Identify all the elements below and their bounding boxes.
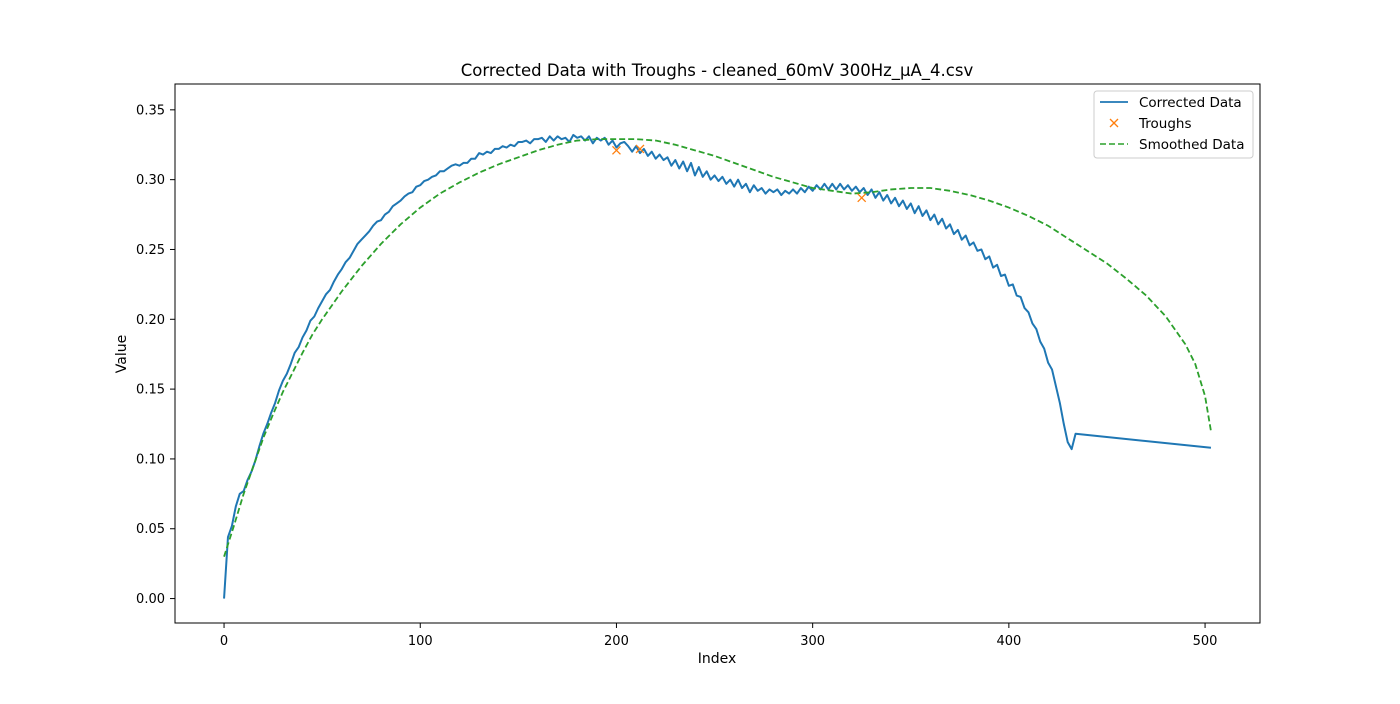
x-axis-ticks: 0 100 200 300 400 500 <box>220 623 1218 649</box>
y-tick-label: 0.05 <box>136 522 165 537</box>
trough-marker <box>857 193 867 203</box>
legend-troughs-label: Troughs <box>1138 116 1192 132</box>
x-tick-label: 300 <box>800 634 825 649</box>
y-axis-label: Value <box>114 335 130 373</box>
plot-area <box>223 133 1212 599</box>
axes <box>174 83 1261 624</box>
trough-marker <box>611 145 621 155</box>
y-tick-label: 0.15 <box>136 383 165 398</box>
y-tick-label: 0.35 <box>136 103 165 118</box>
y-axis-ticks: 0.00 0.05 0.10 0.15 0.20 0.25 0.30 0.35 <box>136 103 175 607</box>
trough-marker <box>635 144 645 154</box>
x-tick-label: 0 <box>220 634 228 649</box>
axes-frame <box>174 83 1261 624</box>
y-tick-label: 0.25 <box>136 243 165 258</box>
chart-title: Corrected Data with Troughs - cleaned_60… <box>461 61 974 81</box>
y-tick-label: 0.00 <box>136 592 165 607</box>
y-tick-label: 0.10 <box>136 452 165 467</box>
legend-box <box>1093 90 1254 159</box>
legend-smoothed-label: Smoothed Data <box>1139 137 1245 153</box>
x-tick-label: 400 <box>996 634 1021 649</box>
y-tick-label: 0.20 <box>136 313 165 328</box>
legend: Corrected Data Troughs Smoothed Data <box>1093 90 1254 159</box>
y-tick-label: 0.30 <box>136 173 165 188</box>
legend-troughs-marker <box>1109 118 1119 128</box>
legend-corrected-label: Corrected Data <box>1139 95 1242 111</box>
x-axis-label: Index <box>698 651 737 667</box>
corrected-data-line <box>223 133 1212 599</box>
smoothed-data-line <box>223 138 1212 557</box>
x-tick-label: 100 <box>408 634 433 649</box>
x-tick-label: 200 <box>604 634 629 649</box>
x-tick-label: 500 <box>1193 634 1218 649</box>
